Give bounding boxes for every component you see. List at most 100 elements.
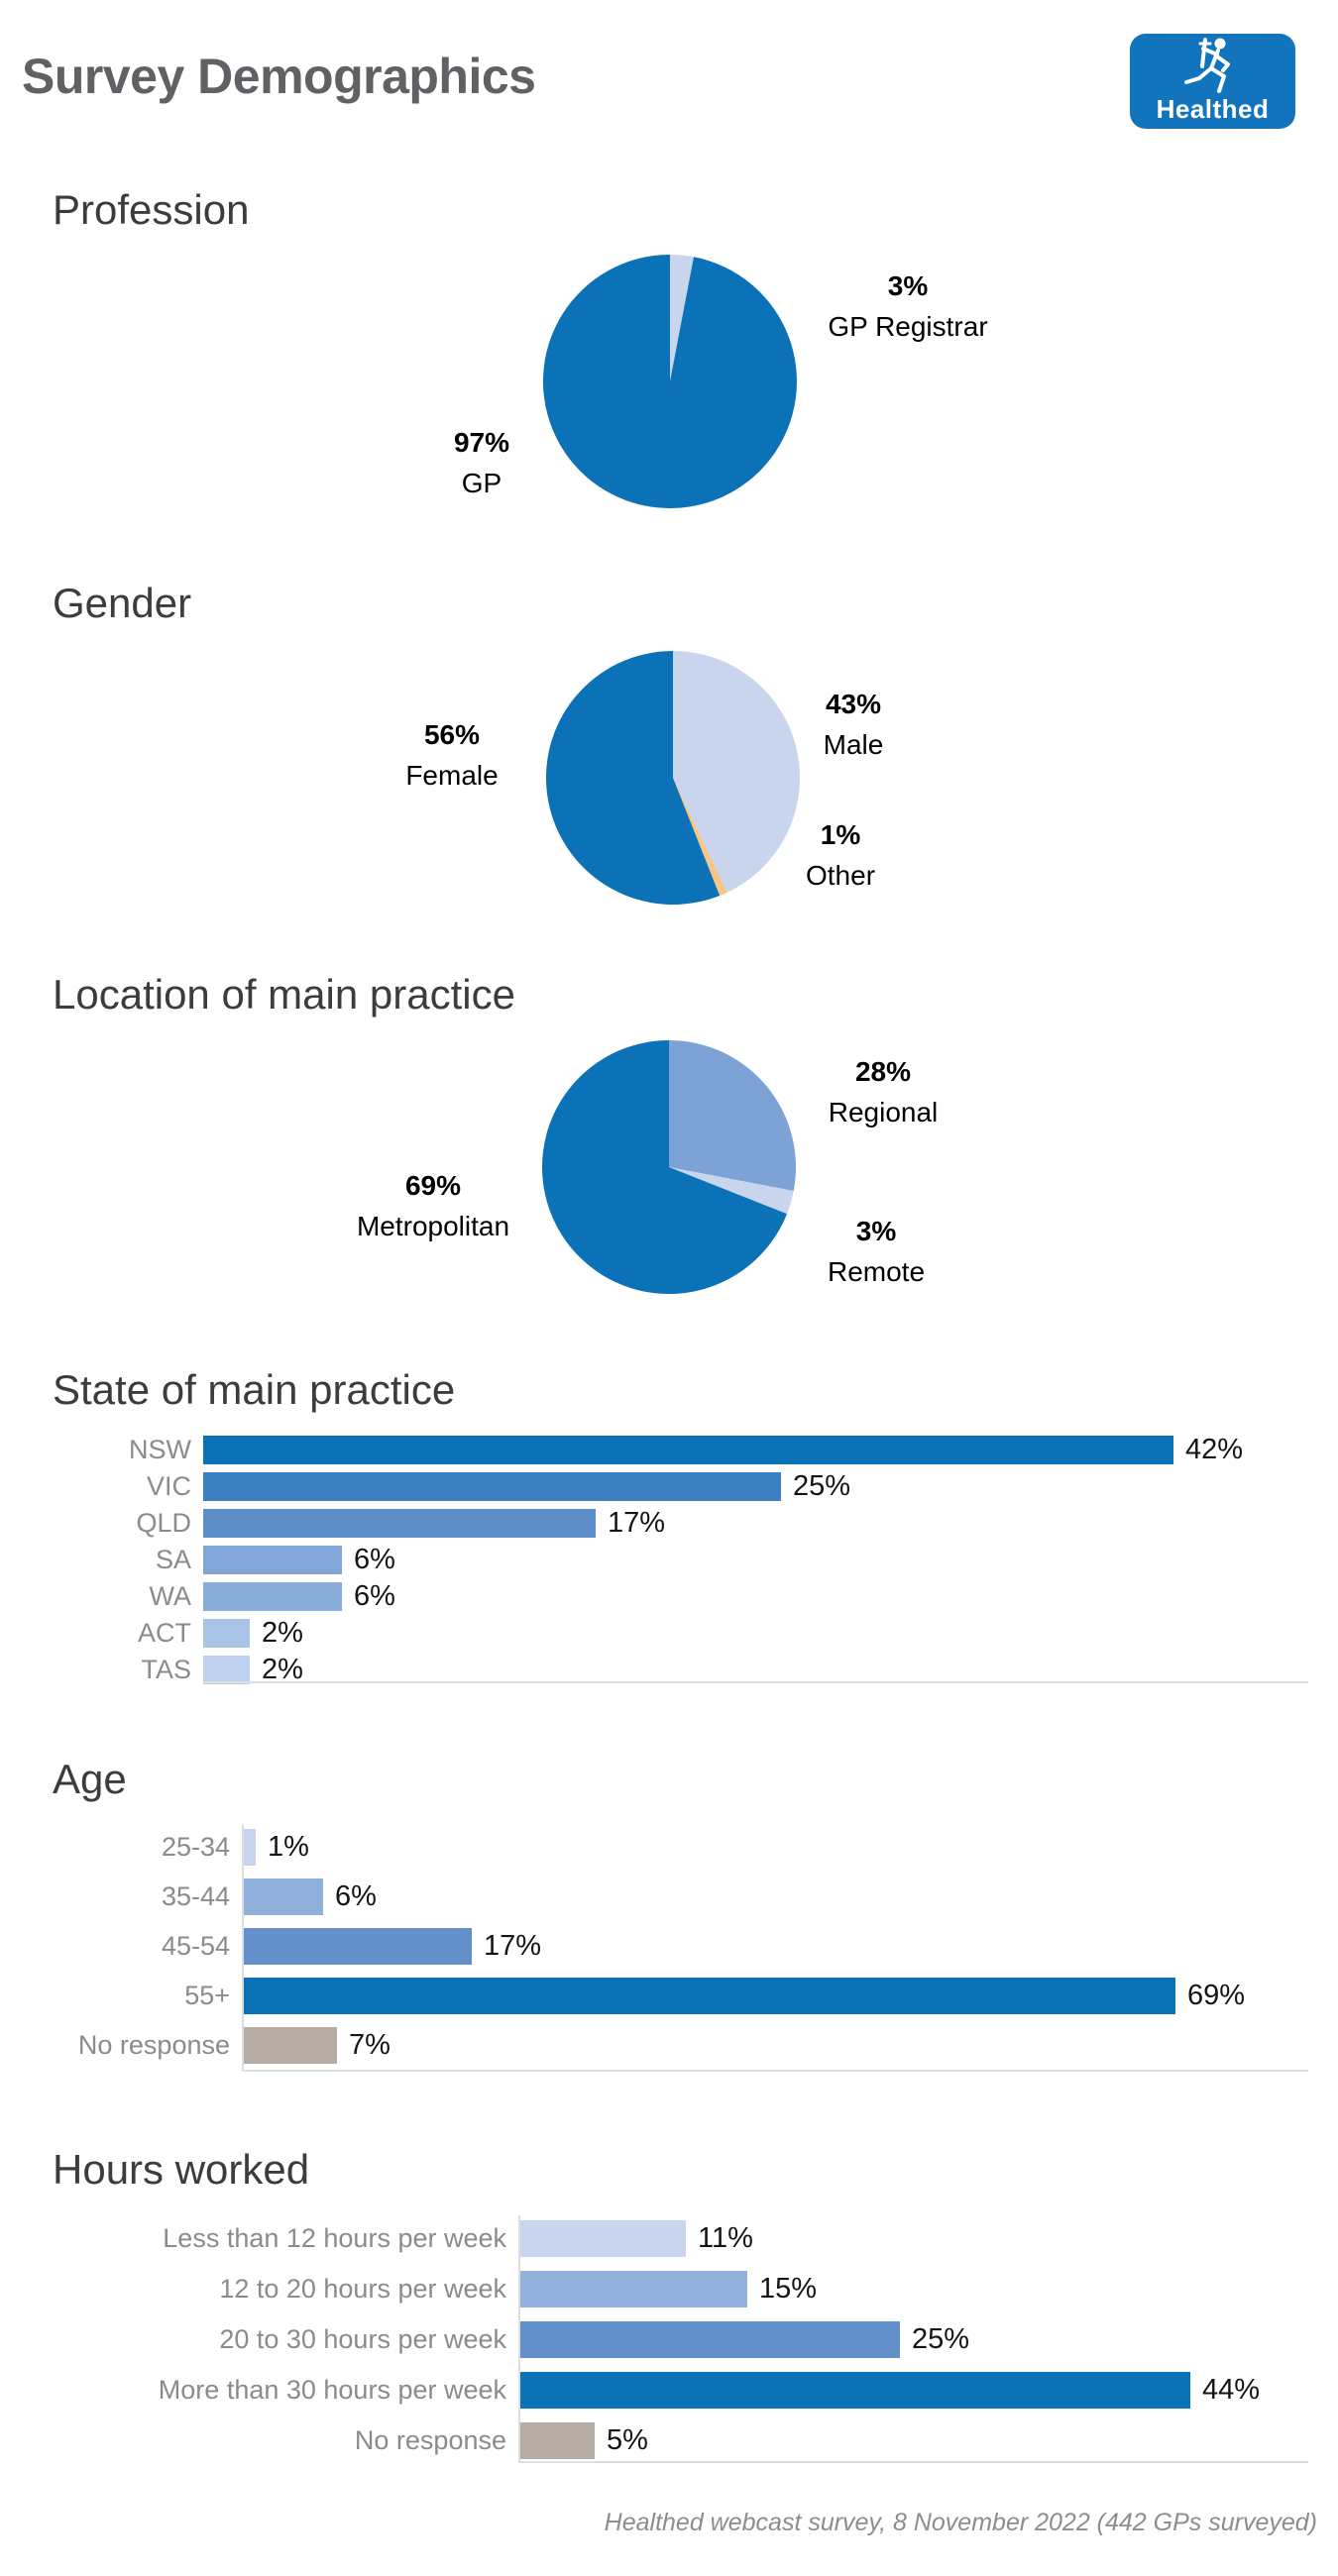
bar-value-label: 2% bbox=[262, 1654, 303, 1685]
bar-category-label: VIC bbox=[146, 1471, 191, 1501]
bar-row: Less than 12 hours per week 11% bbox=[0, 2220, 1338, 2257]
age-bar-chart: 25-34 1% 35-44 6% 45-54 17% 55+ 69% No response 7… bbox=[0, 1829, 1338, 2064]
bar-category-label: 12 to 20 hours per week bbox=[219, 2274, 506, 2304]
section-heading-hours: Hours worked bbox=[53, 2146, 310, 2193]
bar-category-label: SA bbox=[155, 1545, 191, 1574]
bar-row: No response 5% bbox=[0, 2422, 1338, 2459]
bar-value-label: 17% bbox=[484, 1930, 542, 1962]
healthed-logo-text: Healthed bbox=[1156, 94, 1270, 124]
bar-value-label: 6% bbox=[335, 1880, 377, 1912]
bar-value-label: 6% bbox=[354, 1544, 395, 1575]
bar-fill bbox=[203, 1619, 250, 1648]
pie-slice-regional bbox=[669, 1040, 796, 1191]
bar-row: 45-54 17% bbox=[0, 1928, 1338, 1965]
bar-value-label: 2% bbox=[262, 1617, 303, 1649]
bar-row: 20 to 30 hours per week 25% bbox=[0, 2321, 1338, 2358]
bar-fill bbox=[203, 1656, 250, 1684]
pie-label-other: 1% Other bbox=[806, 814, 875, 896]
pie-name: Regional bbox=[828, 1097, 939, 1127]
location-pie-chart bbox=[541, 1040, 796, 1294]
pie-name: Other bbox=[805, 860, 876, 891]
pie-slice-gp bbox=[542, 255, 797, 508]
age-chart-baseline bbox=[242, 2070, 1308, 2072]
bar-category-label: QLD bbox=[136, 1508, 191, 1538]
section-heading-state: State of main practice bbox=[53, 1366, 456, 1413]
pie-value: 3% bbox=[887, 270, 929, 301]
bar-value-label: 25% bbox=[912, 2323, 970, 2355]
page-title: Survey Demographics bbox=[22, 49, 536, 104]
bar-fill bbox=[242, 1978, 1175, 2014]
pie-name: Male bbox=[823, 729, 884, 760]
bar-fill bbox=[518, 2321, 900, 2358]
bar-row: SA 6% bbox=[0, 1544, 1338, 1575]
bar-fill bbox=[203, 1436, 1173, 1464]
source-caption: Healthed webcast survey, 8 November 2022… bbox=[604, 2509, 1317, 2536]
bar-fill bbox=[203, 1582, 342, 1611]
bar-fill bbox=[242, 1878, 323, 1915]
bar-fill bbox=[203, 1472, 781, 1501]
pie-value: 97% bbox=[453, 427, 510, 458]
profession-pie-chart bbox=[542, 255, 797, 508]
pie-name: Metropolitan bbox=[356, 1211, 510, 1241]
bar-row: 25-34 1% bbox=[0, 1829, 1338, 1866]
pie-slice-remote bbox=[669, 1167, 794, 1215]
bar-category-label: 55+ bbox=[184, 1981, 230, 2010]
bar-row: VIC 25% bbox=[0, 1470, 1338, 1502]
bar-value-label: 25% bbox=[793, 1470, 851, 1502]
gender-pie-chart bbox=[545, 651, 801, 905]
section-heading-gender: Gender bbox=[53, 580, 192, 626]
bar-fill bbox=[242, 2027, 337, 2064]
pie-slice-metropolitan bbox=[541, 1040, 788, 1294]
pie-slice-other bbox=[673, 778, 727, 897]
bar-fill bbox=[518, 2271, 747, 2308]
bar-value-label: 11% bbox=[698, 2222, 753, 2254]
bar-row: 55+ 69% bbox=[0, 1978, 1338, 2014]
bar-fill bbox=[518, 2220, 686, 2257]
bar-fill bbox=[518, 2422, 595, 2459]
bar-category-label: ACT bbox=[138, 1618, 191, 1648]
pie-label-metropolitan: 69% Metropolitan bbox=[357, 1165, 509, 1246]
healthed-logo: Healthed bbox=[1130, 34, 1295, 129]
bar-row: More than 30 hours per week 44% bbox=[0, 2372, 1338, 2409]
hours-chart-axis-line bbox=[518, 2215, 520, 2462]
bar-fill bbox=[242, 1928, 472, 1965]
bar-fill bbox=[518, 2372, 1190, 2409]
section-heading-location: Location of main practice bbox=[53, 971, 515, 1018]
bar-row: No response 7% bbox=[0, 2027, 1338, 2064]
bar-category-label: 20 to 30 hours per week bbox=[219, 2324, 506, 2354]
pie-value: 69% bbox=[404, 1170, 462, 1201]
pie-label-remote: 3% Remote bbox=[828, 1211, 925, 1292]
pie-name: GP Registrar bbox=[828, 311, 988, 342]
bar-category-label: 25-34 bbox=[161, 1832, 230, 1862]
bar-category-label: Less than 12 hours per week bbox=[163, 2223, 506, 2253]
bar-value-label: 1% bbox=[268, 1831, 309, 1863]
hours-bar-chart: Less than 12 hours per week 11% 12 to 20 h… bbox=[0, 2220, 1338, 2459]
bar-category-label: TAS bbox=[141, 1655, 191, 1684]
bar-category-label: WA bbox=[149, 1581, 192, 1611]
state-bar-chart: NSW 42% VIC 25% QLD 17% SA 6% WA 6% ACT 2% TAS 2% bbox=[0, 1434, 1338, 1685]
bar-category-label: No response bbox=[354, 2425, 506, 2455]
pie-label-female: 56% Female bbox=[405, 714, 498, 796]
bar-value-label: 44% bbox=[1202, 2374, 1261, 2406]
bar-row: ACT 2% bbox=[0, 1617, 1338, 1649]
age-chart-axis-line bbox=[242, 1824, 244, 2071]
pie-label-gp: 97% GP bbox=[454, 422, 509, 503]
pie-value: 43% bbox=[825, 689, 882, 719]
pie-slice-female bbox=[545, 651, 721, 905]
state-chart-baseline bbox=[203, 1681, 1308, 1683]
bar-value-label: 5% bbox=[607, 2424, 648, 2456]
hermes-runner-icon bbox=[1183, 38, 1230, 93]
bar-category-label: More than 30 hours per week bbox=[158, 2375, 506, 2405]
bar-category-label: 35-44 bbox=[161, 1881, 230, 1911]
bar-row: QLD 17% bbox=[0, 1507, 1338, 1539]
pie-slice-gp-registrar bbox=[670, 255, 694, 381]
bar-fill bbox=[203, 1546, 342, 1574]
pie-label-male: 43% Male bbox=[824, 684, 884, 765]
pie-label-gp-registrar: 3% GP Registrar bbox=[828, 266, 987, 347]
bar-row: 12 to 20 hours per week 15% bbox=[0, 2271, 1338, 2308]
bar-fill bbox=[203, 1509, 596, 1538]
pie-label-regional: 28% Regional bbox=[829, 1051, 939, 1132]
bar-row: WA 6% bbox=[0, 1580, 1338, 1612]
bar-value-label: 42% bbox=[1185, 1434, 1244, 1465]
bar-category-label: 45-54 bbox=[161, 1931, 230, 1961]
